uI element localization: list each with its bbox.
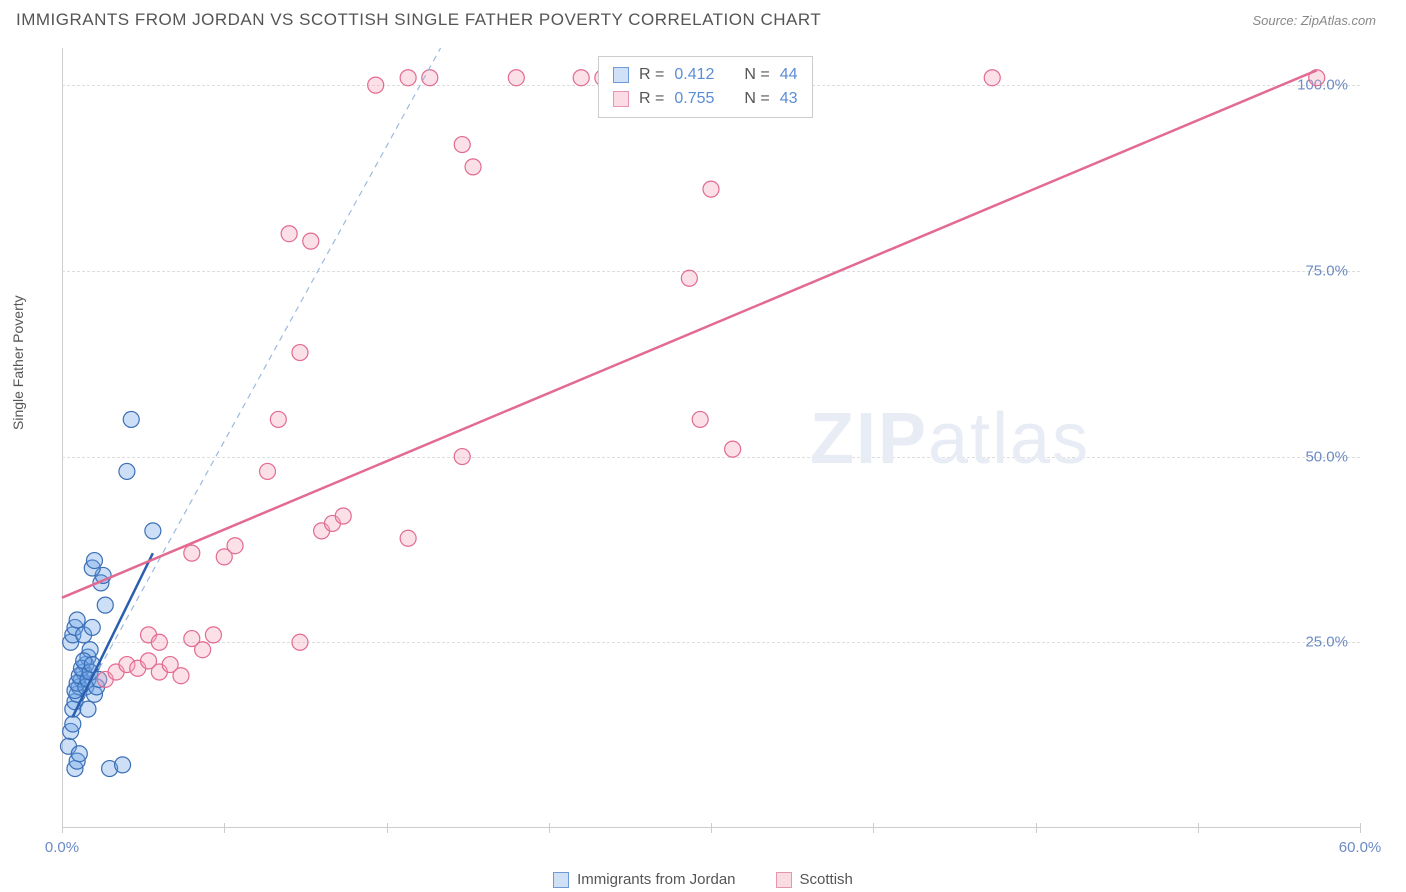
legend-swatch bbox=[613, 67, 629, 83]
trend-line bbox=[73, 48, 441, 717]
data-point bbox=[681, 270, 697, 286]
data-point bbox=[195, 642, 211, 658]
data-point bbox=[71, 746, 87, 762]
stat-n-value: 44 bbox=[780, 63, 798, 87]
data-point bbox=[80, 701, 96, 717]
data-point bbox=[115, 757, 131, 773]
stat-n-label: N = bbox=[744, 87, 769, 111]
data-point bbox=[270, 411, 286, 427]
legend-swatch bbox=[613, 91, 629, 107]
y-axis-label: Single Father Poverty bbox=[10, 295, 26, 430]
x-tick-mark bbox=[1360, 823, 1361, 833]
legend-label: Immigrants from Jordan bbox=[577, 871, 735, 888]
stat-r-value: 0.755 bbox=[674, 87, 714, 111]
data-point bbox=[400, 530, 416, 546]
data-point bbox=[368, 77, 384, 93]
data-point bbox=[123, 411, 139, 427]
stat-r-value: 0.412 bbox=[674, 63, 714, 87]
data-point bbox=[86, 553, 102, 569]
chart-area: 25.0%50.0%75.0%100.0% 0.0%60.0% ZIPatlas… bbox=[50, 48, 1360, 828]
data-point bbox=[292, 634, 308, 650]
data-point bbox=[454, 449, 470, 465]
data-point bbox=[508, 70, 524, 86]
trend-line bbox=[62, 70, 1317, 597]
data-point bbox=[292, 345, 308, 361]
data-point bbox=[119, 463, 135, 479]
data-point bbox=[465, 159, 481, 175]
legend-label: Scottish bbox=[800, 871, 853, 888]
legend-swatch bbox=[776, 872, 792, 888]
data-point bbox=[303, 233, 319, 249]
data-point bbox=[184, 545, 200, 561]
scatter-plot bbox=[50, 48, 1360, 828]
data-point bbox=[692, 411, 708, 427]
legend-swatch bbox=[553, 872, 569, 888]
data-point bbox=[173, 668, 189, 684]
stats-legend-box: R = 0.412 N = 44 R = 0.755 N = 43 bbox=[598, 56, 813, 118]
data-point bbox=[97, 597, 113, 613]
data-point bbox=[984, 70, 1000, 86]
data-point bbox=[84, 619, 100, 635]
data-point bbox=[65, 716, 81, 732]
data-point bbox=[703, 181, 719, 197]
stat-r-label: R = bbox=[639, 63, 664, 87]
chart-title: IMMIGRANTS FROM JORDAN VS SCOTTISH SINGL… bbox=[16, 10, 821, 30]
stat-n-value: 43 bbox=[780, 87, 798, 111]
data-point bbox=[400, 70, 416, 86]
bottom-legend: Immigrants from Jordan Scottish bbox=[0, 871, 1406, 888]
data-point bbox=[335, 508, 351, 524]
x-tick-label: 60.0% bbox=[1339, 839, 1382, 856]
data-point bbox=[205, 627, 221, 643]
data-point bbox=[725, 441, 741, 457]
data-point bbox=[151, 634, 167, 650]
data-point bbox=[227, 538, 243, 554]
data-point bbox=[454, 137, 470, 153]
x-tick-label: 0.0% bbox=[45, 839, 79, 856]
source-label: Source: ZipAtlas.com bbox=[1252, 13, 1376, 28]
data-point bbox=[260, 463, 276, 479]
data-point bbox=[281, 226, 297, 242]
header: IMMIGRANTS FROM JORDAN VS SCOTTISH SINGL… bbox=[0, 0, 1406, 38]
stats-row: R = 0.412 N = 44 bbox=[613, 63, 798, 87]
data-point bbox=[573, 70, 589, 86]
legend-item: Immigrants from Jordan bbox=[553, 871, 735, 888]
stat-r-label: R = bbox=[639, 87, 664, 111]
data-point bbox=[145, 523, 161, 539]
data-point bbox=[69, 612, 85, 628]
legend-item: Scottish bbox=[776, 871, 853, 888]
stat-n-label: N = bbox=[744, 63, 769, 87]
stats-row: R = 0.755 N = 43 bbox=[613, 87, 798, 111]
